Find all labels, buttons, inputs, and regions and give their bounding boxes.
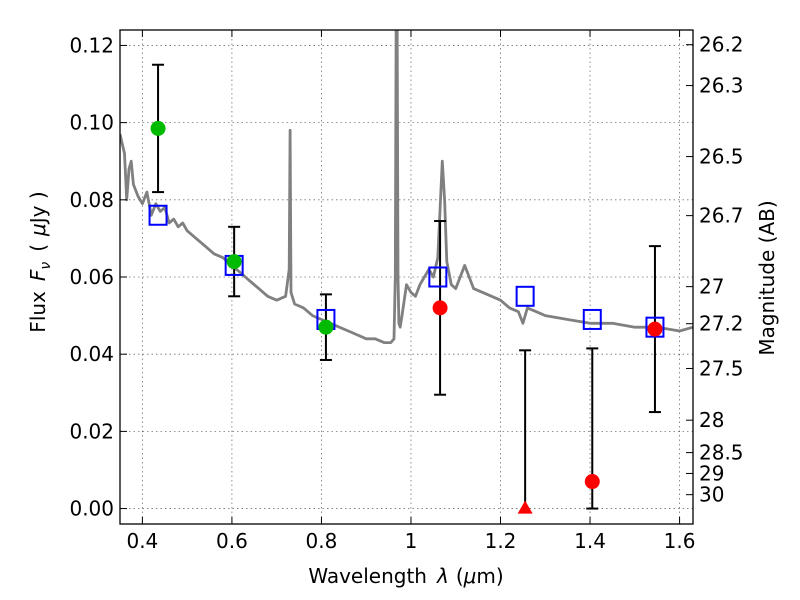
- x-tick-label: 0.8: [306, 529, 338, 553]
- mag-tick-label: 26.5: [699, 145, 744, 169]
- x-tick-label: 1.6: [664, 529, 696, 553]
- detection-marker: [318, 319, 334, 335]
- mag-tick-label: 30: [699, 483, 724, 507]
- sed-line: [120, 30, 693, 345]
- mag-tick-label: 27.5: [699, 356, 744, 380]
- low-signal-marker: [584, 474, 600, 490]
- model-square-marker: [582, 308, 602, 330]
- x-tick-label: 0.6: [216, 529, 248, 553]
- data-area: [120, 30, 693, 514]
- mag-tick-label: 26.7: [699, 204, 744, 228]
- mag-tick-label: 27: [699, 275, 724, 299]
- x-tick-label: 1.4: [574, 529, 606, 553]
- x-tick-label: 1: [405, 529, 418, 553]
- model-square-marker: [428, 266, 448, 288]
- low-signal-marker: [432, 300, 448, 316]
- y-tick-label: 0.06: [69, 265, 114, 289]
- upper-limit-marker: [517, 500, 533, 514]
- x-tick-label: 0.4: [126, 529, 158, 553]
- y-tick-label: 0.08: [69, 188, 114, 212]
- low-signal-marker: [647, 321, 663, 337]
- mag-tick-label: 27.2: [699, 312, 744, 336]
- x-axis-label: Wavelength λ (μm): [308, 564, 503, 588]
- y-axis-label: FluxFν(μJy ): [26, 191, 54, 332]
- y-tick-label: 0.02: [69, 419, 114, 443]
- y-tick-label: 0.04: [69, 342, 114, 366]
- mag-tick-label: 28.5: [699, 441, 744, 465]
- mag-tick-label: 28: [699, 408, 724, 432]
- mag-tick-label: 29: [699, 461, 724, 485]
- mag-tick-label: 26.2: [699, 33, 744, 57]
- y-tick-label: 0.00: [69, 497, 114, 521]
- grid: [120, 30, 693, 524]
- y-tick-label: 0.10: [69, 111, 114, 135]
- mag-tick-label: 26.3: [699, 74, 744, 98]
- detection-marker: [150, 120, 166, 136]
- ticks: 0.4 0.6 0.8 1 1.2 1.4 1.6 0.00 0.02 0.04 0.06 0.08 0…: [69, 30, 744, 553]
- detection-marker: [226, 254, 242, 270]
- y-tick-label: 0.12: [69, 33, 114, 57]
- x-tick-label: 1.2: [485, 529, 517, 553]
- model-square-marker: [515, 285, 535, 307]
- model-square-marker: [645, 316, 665, 338]
- y2-axis-label: Magnitude (AB): [755, 200, 779, 355]
- model-square-marker: [148, 204, 168, 226]
